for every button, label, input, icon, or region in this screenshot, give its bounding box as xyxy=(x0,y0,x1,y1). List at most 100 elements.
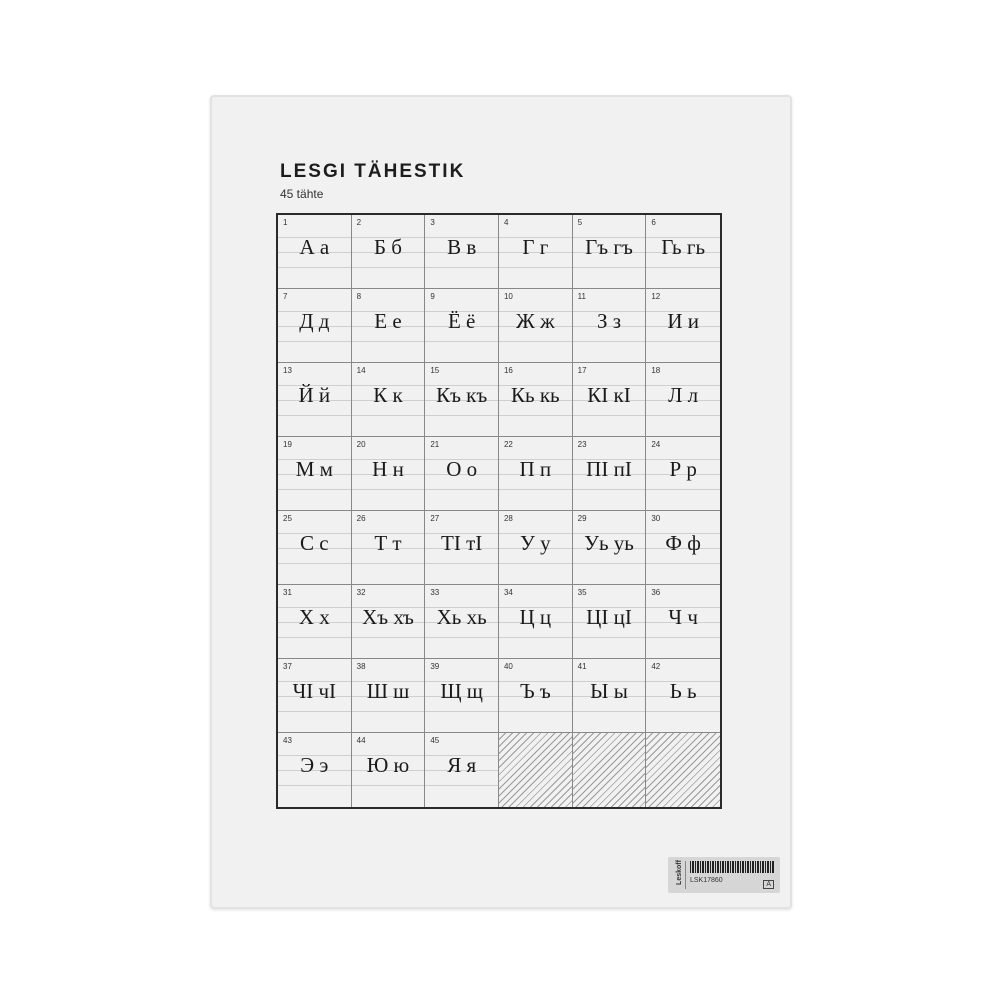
letter-cell: 37 ЧӀ чӀ xyxy=(278,659,352,733)
letter-cell: 1 А а xyxy=(278,215,352,289)
letter-pair: Л л xyxy=(668,383,699,407)
letter-cell: 8 Е е xyxy=(351,289,426,363)
letter-cell: 22 П п xyxy=(498,437,573,511)
letter-pair: Ц ц xyxy=(519,605,552,629)
letter-number: 23 xyxy=(577,440,587,449)
letter-pair: Д д xyxy=(299,309,330,333)
letter-number: 1 xyxy=(283,218,288,227)
grade-badge: A xyxy=(763,880,774,889)
letter-number: 30 xyxy=(651,514,661,523)
letter-pair: ЦӀ цӀ xyxy=(586,605,632,629)
letter-pair: Б б xyxy=(373,235,402,259)
letter-cell: 23 ПӀ пӀ xyxy=(572,437,647,511)
letter-pair: Гь гь xyxy=(661,235,706,259)
letter-cell: 45 Я я xyxy=(425,733,499,807)
letter-number: 36 xyxy=(651,588,661,597)
letter-cell: 20 Н н xyxy=(351,437,426,511)
letter-pair: З з xyxy=(596,309,622,333)
letter-number: 41 xyxy=(577,662,587,671)
letter-pair: Ь ь xyxy=(669,679,697,703)
letter-number: 5 xyxy=(577,218,583,227)
letter-pair: Ш ш xyxy=(366,679,410,703)
letter-pair: Гъ гъ xyxy=(585,235,633,259)
letter-pair: В в xyxy=(447,235,477,259)
letter-cell: 28 У у xyxy=(498,511,573,585)
letter-pair: Кь кь xyxy=(511,383,560,407)
letter-number: 25 xyxy=(283,514,292,523)
letter-pair: Г г xyxy=(522,235,549,259)
letter-cell: 11 З з xyxy=(572,289,647,363)
letter-number: 10 xyxy=(503,292,513,301)
letter-pair: Й й xyxy=(298,383,331,407)
letter-number: 8 xyxy=(356,292,362,301)
letter-cell: 39 Щ щ xyxy=(425,659,499,733)
empty-hatched-cell xyxy=(646,733,720,807)
letter-cell: 30 Ф ф xyxy=(646,511,720,585)
letter-pair: С с xyxy=(300,531,329,555)
letter-number: 28 xyxy=(503,514,513,523)
letter-cell: 7 Д д xyxy=(278,289,352,363)
letter-cell: 21 О о xyxy=(425,437,499,511)
letter-cell: 35 ЦӀ цӀ xyxy=(572,585,647,659)
letter-cell: 9 Ё ё xyxy=(425,289,499,363)
letter-pair: ТӀ тӀ xyxy=(441,531,483,555)
label-divider xyxy=(685,861,686,889)
letter-pair: Ы ы xyxy=(590,679,628,703)
letter-cell: 24 Р р xyxy=(646,437,720,511)
letter-number: 34 xyxy=(503,588,513,597)
letter-number: 42 xyxy=(651,662,661,671)
letter-cell: 38 Ш ш xyxy=(351,659,426,733)
letter-pair: У у xyxy=(520,531,551,555)
brand-name: Leskoff xyxy=(675,860,683,885)
letter-number: 17 xyxy=(577,366,587,375)
empty-hatched-cell xyxy=(572,733,647,807)
letter-cell: 42 Ь ь xyxy=(646,659,720,733)
letter-pair: Хь хь xyxy=(436,605,487,629)
letter-cell: 19 М м xyxy=(278,437,352,511)
letter-number: 20 xyxy=(356,440,366,449)
letter-cell: 33 Хь хь xyxy=(425,585,499,659)
letter-pair: Х х xyxy=(298,605,330,629)
barcode-icon xyxy=(690,861,774,873)
letter-number: 18 xyxy=(651,366,661,375)
letter-number: 38 xyxy=(356,662,366,671)
letter-number: 44 xyxy=(356,736,366,745)
letter-cell: 10 Ж ж xyxy=(498,289,573,363)
letter-number: 21 xyxy=(430,440,440,449)
letter-cell: 26 Т т xyxy=(351,511,426,585)
letter-pair: КӀ кӀ xyxy=(587,383,631,407)
letter-pair: П п xyxy=(519,457,552,481)
letter-cell: 40 Ъ ъ xyxy=(498,659,573,733)
letter-pair: Э э xyxy=(300,753,329,777)
letter-number: 6 xyxy=(651,218,656,227)
product-label: Leskoff LSK17860 A xyxy=(668,857,780,893)
letter-cell: 12 И и xyxy=(646,289,720,363)
letter-number: 14 xyxy=(356,366,366,375)
letter-pair: К к xyxy=(373,383,403,407)
letter-number: 3 xyxy=(430,218,435,227)
letter-pair: Ч ч xyxy=(668,605,698,629)
letter-cell: 15 Къ къ xyxy=(425,363,499,437)
letter-cell: 29 Уь уь xyxy=(572,511,647,585)
letter-cell: 25 С с xyxy=(278,511,352,585)
letter-cell: 2 Б б xyxy=(351,215,426,289)
letter-pair: Е е xyxy=(374,309,402,333)
letter-number: 22 xyxy=(503,440,513,449)
letter-cell: 32 Хъ хъ xyxy=(351,585,426,659)
letter-number: 15 xyxy=(430,366,440,375)
letter-number: 4 xyxy=(503,218,509,227)
letter-pair: ПӀ пӀ xyxy=(586,457,632,481)
letter-pair: Ф ф xyxy=(665,531,701,555)
letter-number: 26 xyxy=(356,514,366,523)
letter-pair: Ю ю xyxy=(366,753,410,777)
poster-subtitle: 45 tähte xyxy=(280,187,324,201)
letter-pair: М м xyxy=(295,457,333,481)
letter-cell: 3 В в xyxy=(425,215,499,289)
letter-number: 31 xyxy=(283,588,292,597)
letter-number: 16 xyxy=(503,366,513,375)
letter-cell: 17 КӀ кӀ xyxy=(572,363,647,437)
letter-cell: 16 Кь кь xyxy=(498,363,573,437)
sku-code: LSK17860 xyxy=(690,877,723,884)
letter-pair: А а xyxy=(299,235,330,259)
letter-number: 13 xyxy=(283,366,292,375)
